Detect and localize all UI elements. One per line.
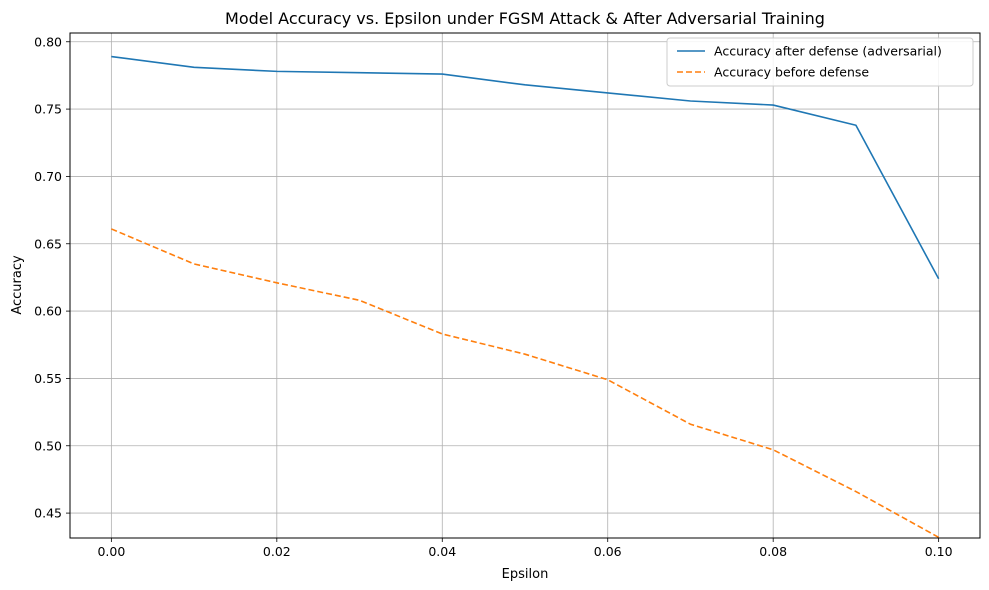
y-tick-label: 0.60 (34, 304, 62, 319)
y-tick-label: 0.45 (34, 506, 62, 521)
x-tick-label: 0.06 (594, 544, 622, 559)
legend: Accuracy after defense (adversarial) Acc… (666, 37, 974, 87)
x-tick-label: 0.04 (428, 544, 456, 559)
x-tick-label: 0.10 (925, 544, 953, 559)
x-axis-label: Epsilon (502, 567, 549, 582)
y-tick-label: 0.55 (34, 371, 62, 386)
axis-ticks: 0.00 0.02 0.04 0.06 0.08 0.10 0.45 0.50 0.55 0.60… (34, 34, 952, 559)
x-tick-label: 0.00 (97, 544, 125, 559)
y-axis-label: Accuracy (10, 255, 25, 315)
chart-title: Model Accuracy vs. Epsilon under FGSM At… (225, 9, 825, 28)
y-tick-label: 0.80 (34, 34, 62, 49)
legend-label-before-defense: Accuracy before defense (714, 65, 869, 80)
series-line-before-defense (111, 228, 940, 539)
y-tick-label: 0.50 (34, 438, 62, 453)
x-tick-label: 0.08 (759, 544, 787, 559)
series-lines (111, 55, 940, 539)
x-tick-label: 0.02 (263, 544, 291, 559)
y-tick-label: 0.75 (34, 102, 62, 117)
legend-box (666, 37, 974, 87)
plot-frame (69, 32, 981, 539)
series-line-after-defense (111, 55, 940, 280)
grid (70, 33, 980, 538)
legend-label-after-defense: Accuracy after defense (adversarial) (714, 44, 942, 59)
y-tick-label: 0.70 (34, 169, 62, 184)
y-tick-label: 0.65 (34, 236, 62, 251)
